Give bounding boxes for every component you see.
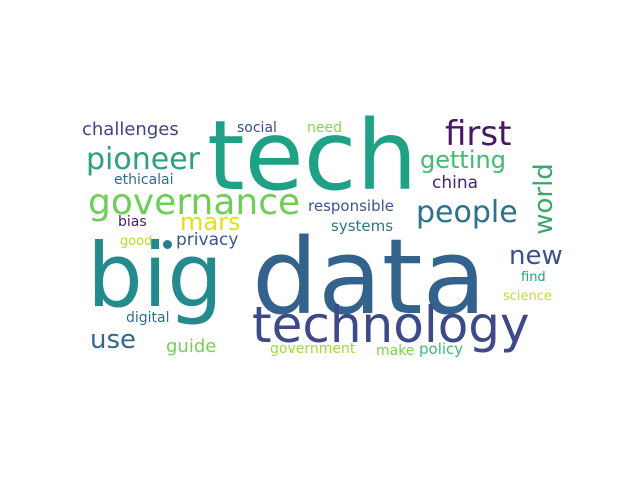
word-government: government	[270, 341, 356, 357]
word-challenges: challenges	[82, 119, 179, 140]
word-good: good	[120, 234, 153, 249]
word-tech: tech	[207, 100, 418, 212]
word-ethicalai: ethicalai	[114, 172, 174, 188]
word-governance: governance	[88, 182, 301, 223]
word-systems: systems	[331, 217, 394, 235]
word-need: need	[307, 120, 342, 136]
word-policy: policy	[419, 340, 464, 358]
word-technology: technology	[252, 296, 530, 354]
word-data: data	[252, 216, 487, 338]
word-pioneer: pioneer	[86, 142, 200, 177]
word-china: china	[432, 173, 479, 193]
word-big: big	[87, 224, 224, 327]
word-people: people	[416, 195, 518, 230]
word-science: science	[503, 289, 552, 304]
bullet-dot	[163, 240, 172, 249]
word-bias: bias	[118, 214, 147, 230]
word-getting: getting	[420, 146, 506, 174]
word-digital: digital	[126, 310, 170, 326]
word-world: world	[528, 163, 559, 235]
word-first: first	[445, 114, 512, 154]
word-guide: guide	[166, 336, 217, 357]
word-mars: mars	[180, 208, 241, 236]
word-responsible: responsible	[308, 197, 394, 215]
word-privacy: privacy	[176, 230, 239, 250]
word-make: make	[376, 343, 415, 359]
word-new: new	[509, 241, 563, 271]
word-find: find	[521, 270, 546, 285]
word-social: social	[237, 120, 277, 136]
word-use: use	[90, 325, 137, 355]
